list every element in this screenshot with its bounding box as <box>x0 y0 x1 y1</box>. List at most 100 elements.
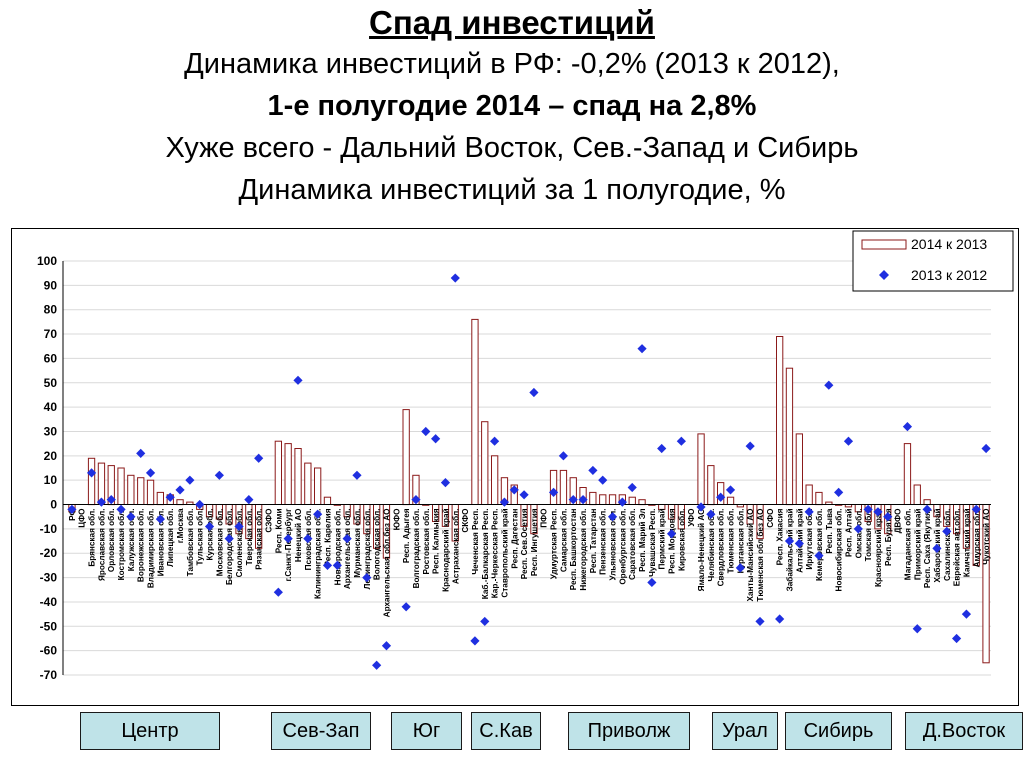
marker-2013 <box>67 504 77 514</box>
x-category-label: Респ. Тыва <box>825 508 834 554</box>
x-category-label: Оренбургская обл. <box>617 509 627 585</box>
x-category-label: Красноярский край <box>874 509 883 587</box>
bar-2014 <box>481 421 489 505</box>
x-category-label: Челябинская обл. <box>706 509 716 582</box>
marker-2013 <box>951 633 962 644</box>
x-category-label: Белгородская обл. <box>224 509 234 586</box>
region-button-far-east[interactable]: Д.Восток <box>905 712 1023 750</box>
marker-2013 <box>725 485 736 495</box>
y-tick-label: 20 <box>44 449 58 463</box>
marker-2013 <box>961 609 972 619</box>
marker-2013 <box>548 487 559 497</box>
bar-2014 <box>923 499 931 506</box>
x-category-label: Респ. Башкортостан <box>569 508 578 590</box>
x-category-label: Ивановская обл. <box>155 509 165 577</box>
region-button-siberia[interactable]: Сибирь <box>785 712 892 750</box>
bar-2014 <box>628 496 636 506</box>
marker-2013 <box>578 495 588 505</box>
bar-2014 <box>638 499 646 506</box>
region-button-northwest[interactable]: Сев-Зап <box>271 712 371 750</box>
marker-2013 <box>499 497 510 507</box>
y-tick-label: 40 <box>44 400 58 414</box>
bar-2014 <box>304 462 312 506</box>
bar-2014 <box>697 433 705 505</box>
marker-2013 <box>342 534 352 544</box>
marker-2013 <box>932 543 942 553</box>
marker-2013 <box>244 495 254 505</box>
x-category-label: Пензенская обл. <box>598 508 608 574</box>
marker-2013 <box>381 641 392 651</box>
bar-2014 <box>491 455 499 506</box>
x-category-label: Брянская обл. <box>87 509 97 567</box>
x-category-label: Иркутская обл. <box>804 508 814 569</box>
x-category-label: Свердловская обл. <box>716 509 726 587</box>
marker-2013 <box>509 485 519 495</box>
marker-2013 <box>568 495 578 505</box>
marker-2013 <box>372 660 382 670</box>
x-category-label: Респ. Сев.Осетия <box>520 508 529 579</box>
x-category-label: СЗФО <box>265 508 274 533</box>
x-category-label: СКФО <box>461 508 470 533</box>
marker-2013 <box>735 563 745 573</box>
x-category-label: г.Санкт-Петербург <box>283 508 293 582</box>
legend-label-2013: 2013 к 2012 <box>911 267 987 283</box>
marker-2013 <box>116 504 126 514</box>
x-category-label: Владимирская обл. <box>146 509 156 589</box>
marker-2013 <box>421 426 431 437</box>
x-category-label: Респ. Бурятия <box>884 508 893 566</box>
bar-2014 <box>323 496 332 506</box>
bar-2014 <box>127 474 135 506</box>
chart-caption: Динамика инвестиций за 1 полугодие, % <box>238 174 786 206</box>
x-category-label: Волгоградская обл. <box>411 509 421 589</box>
subtitle-first-half: 1-е полугодие 2014 – спад на 2,8% <box>267 90 757 122</box>
marker-2013 <box>843 436 854 446</box>
x-category-label: Калининградская обл. <box>313 509 323 599</box>
legend-label-2014: 2014 к 2013 <box>911 236 987 252</box>
x-category-label: Каб.-Балкарская Респ. <box>480 509 490 600</box>
marker-2013 <box>234 521 244 532</box>
marker-2013 <box>627 482 637 493</box>
marker-2013 <box>165 492 175 502</box>
x-category-label: ДВФО <box>894 508 903 534</box>
x-category-label: Респ. Мордовия <box>668 508 677 574</box>
y-tick-label: 90 <box>44 278 58 292</box>
y-tick-label: 70 <box>44 327 58 341</box>
x-category-label: Новгородская обл. <box>332 508 342 585</box>
x-category-label: Камчатский край <box>962 508 971 577</box>
region-button-north-caucasus[interactable]: С.Кав <box>471 712 541 750</box>
x-category-label: Саратовская обл. <box>627 508 637 579</box>
bar-2014 <box>913 484 921 505</box>
y-tick-label: 100 <box>37 254 57 268</box>
marker-2013 <box>303 534 313 544</box>
x-category-label: Ямало-Ненецкий АО <box>697 508 706 591</box>
marker-2013 <box>775 614 785 624</box>
legend-bar-swatch <box>861 239 907 250</box>
y-tick-label: 60 <box>44 351 58 365</box>
x-category-label: Архангельская обл.без АО <box>382 508 392 617</box>
region-button-volga[interactable]: Приволж <box>568 712 690 750</box>
y-tick-label: -70 <box>40 668 58 682</box>
marker-2013 <box>273 587 283 597</box>
x-category-label: Рязанская обл. <box>254 509 264 570</box>
marker-2013 <box>145 468 156 478</box>
y-tick-label: -30 <box>40 571 58 585</box>
bar-2014 <box>815 491 823 506</box>
bar-2014 <box>176 499 184 506</box>
marker-2013 <box>283 534 293 544</box>
region-button-center[interactable]: Центр <box>80 712 220 750</box>
bar-2014 <box>776 336 784 505</box>
subtitle-rf-dynamics: Динамика инвестиций в РФ: -0,2% (2013 к … <box>184 48 840 80</box>
y-tick-label: -50 <box>40 619 58 633</box>
region-button-ural[interactable]: Урал <box>712 712 778 750</box>
x-category-label: г.Москва <box>176 508 185 543</box>
x-category-label: Курская обл. <box>205 508 215 560</box>
marker-2013 <box>470 636 480 646</box>
y-tick-label: 10 <box>44 473 58 487</box>
marker-2013 <box>401 602 411 612</box>
x-category-label: Респ. Марий Эл <box>638 508 647 571</box>
x-category-label: Ульяновская обл. <box>608 509 618 581</box>
x-category-label: Тамбовская обл. <box>185 509 195 577</box>
x-category-label: ЦФО <box>78 508 87 528</box>
bar-2014 <box>156 491 164 506</box>
region-button-south[interactable]: Юг <box>391 712 462 750</box>
